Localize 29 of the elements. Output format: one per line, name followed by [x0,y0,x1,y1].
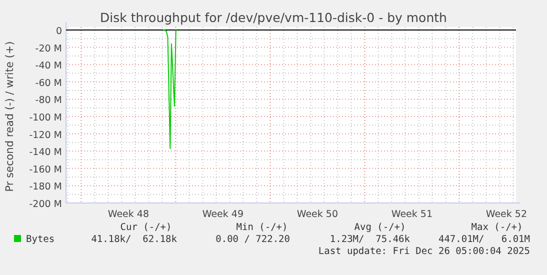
y-tick-label: -60 M [35,78,62,89]
line-series [162,30,177,150]
y-axis-title: Pr second read (-) / write (+) [4,41,16,192]
y-tick-label: -20 M [35,43,62,54]
x-tick-label: Week 52 [486,209,528,220]
chart-title: Disk throughput for /dev/pve/vm-110-disk-0 - by month [100,10,447,25]
y-tick-label: -180 M [29,182,62,193]
y-tick-label: -80 M [35,95,62,106]
y-tick-label: -120 M [29,130,62,141]
text: 0.00 / 722.20 [216,234,290,245]
y-tick-label: -140 M [29,147,62,158]
y-tick-label: -40 M [35,60,62,72]
y-tick-label: 0 [56,26,62,37]
text: 41.18k/ 62.18k [91,234,178,245]
x-tick-label: Week 48 [108,209,150,220]
text: 447.01M/ 6.01M [438,234,530,245]
text: Last update: Fri Dec 26 05:00:04 2025 [318,246,530,257]
x-tick-label: Week 51 [391,209,433,220]
text: Cur (-/+) [120,222,172,233]
text: 1.23M/ 75.46k [330,234,410,245]
y-tick-label: -160 M [29,164,62,176]
x-tick-label: Week 50 [296,209,338,220]
y-tick-label: -100 M [29,112,62,124]
text: Avg (-/+) [354,222,406,233]
legend-label: Bytes [26,234,55,245]
x-tick-label: Week 49 [202,209,244,220]
text: Max (-/+) [471,222,523,233]
text: Min (-/+) [236,222,288,233]
y-tick-label: -200 M [29,199,62,210]
